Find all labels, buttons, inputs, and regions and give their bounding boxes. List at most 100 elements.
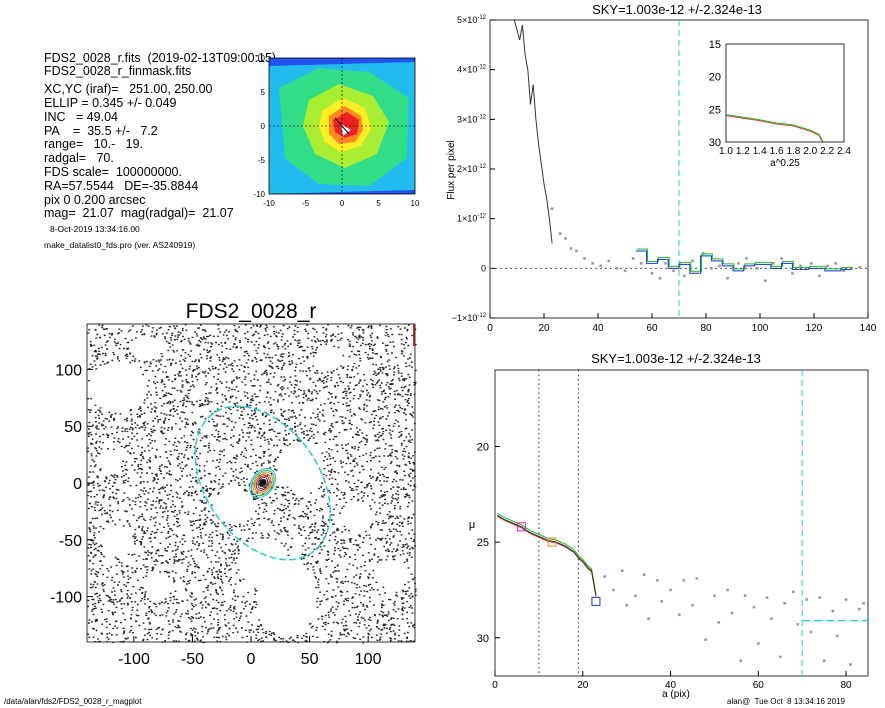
program-line: make_datalist0_fds.pro (ver. AS240919): [44, 240, 196, 250]
info-line: FDS2_0028_r.fits (2019-02-13T09:00:15): [44, 50, 277, 65]
image-xtick-label: -50: [181, 651, 204, 668]
flux-point: [631, 257, 635, 260]
flux-point: [710, 267, 713, 270]
flux-point: [591, 262, 594, 265]
mu-profile-line: [496, 514, 597, 596]
flux-point: [672, 269, 675, 273]
contour-ytick-label: 10: [256, 54, 265, 63]
flux-point: [780, 257, 783, 260]
info-line: mag= 21.07 mag(radgal)= 21.07: [44, 206, 234, 221]
flux-xtick-label: 20: [538, 323, 550, 334]
mu-profile-red: [496, 516, 597, 597]
image-xtick-label: 100: [355, 651, 382, 668]
footer-path: /data/alan/fds2/FDS2_0028_r_magplot: [4, 697, 142, 706]
mu-point: [752, 605, 756, 609]
mu-frame: [494, 369, 869, 677]
flux-point: [683, 274, 686, 278]
mu-point: [818, 596, 822, 599]
galaxy-isophote: [257, 477, 269, 489]
galaxy-isophote: [249, 467, 277, 499]
flux-point: [658, 276, 662, 280]
flux-xtick-label: 60: [646, 323, 658, 334]
flux-point: [726, 276, 729, 280]
mu-point: [862, 602, 865, 605]
inset-xtick-label: 2.4: [837, 146, 851, 157]
mu-title: SKY=1.003e-12 +/-2.324e-13: [591, 351, 761, 366]
date-line: 8-Oct-2019 13:34:16.00: [50, 224, 140, 234]
mu-marker-box: [591, 596, 601, 606]
info-line: ELLIP = 0.345 +/- 0.049: [44, 95, 177, 110]
galaxy-isophote: [250, 469, 275, 497]
mu-xtick-label: 40: [665, 680, 677, 691]
mu-point: [713, 594, 716, 597]
info-line: RA=57.5544 DE=-35.8844: [44, 178, 199, 193]
mu-marker-box: [547, 537, 557, 547]
inset-xlabel: a^0.25: [770, 158, 800, 169]
flux-point: [834, 262, 837, 265]
mu-point: [625, 603, 628, 607]
contour-xtick-label: 5: [376, 199, 381, 208]
contour-frame: [268, 57, 416, 195]
contour-ytick-label: 0: [261, 122, 266, 131]
flux-ytick-label: 2×10-12: [457, 164, 487, 174]
flux-point: [764, 279, 767, 283]
contour-level-red: [333, 112, 359, 138]
contour-ytick-label: 5: [261, 88, 266, 97]
image-xtick-label: 0: [247, 651, 256, 668]
contour-ytick-label: -5: [258, 156, 266, 165]
image-ytick-label: 0: [73, 476, 82, 493]
mu-point: [844, 598, 848, 601]
contour-pa-line: [334, 117, 350, 135]
flux-point: [791, 272, 794, 275]
flux-point: [569, 247, 573, 250]
info-line: range= 10.- 19.: [44, 137, 144, 152]
mu-point: [695, 577, 699, 580]
mu-point: [660, 600, 664, 603]
galaxy-isophote: [254, 473, 272, 493]
contour-xtick-label: 0: [340, 199, 345, 208]
mu-point: [765, 596, 769, 599]
mu-point: [743, 594, 747, 597]
mu-point: [612, 588, 615, 592]
contour-xtick-label: -10: [263, 199, 275, 208]
flux-point: [737, 262, 740, 265]
contour-xtick-label: -5: [302, 199, 310, 208]
mu-point: [642, 573, 646, 576]
inset-frame: [725, 43, 845, 143]
mu-point: [678, 613, 681, 617]
mu-ytick-label: 30: [477, 633, 489, 645]
flux-point: [575, 249, 578, 253]
inset-ytick-label: 15: [709, 39, 721, 51]
image-title: FDS2_0028_r: [186, 300, 317, 323]
flux-xtick-label: 40: [592, 323, 604, 334]
mu-point: [756, 642, 760, 645]
galaxy-isophote: [255, 475, 270, 491]
inset-xtick-label: 1.0: [719, 146, 733, 157]
image-ytick-label: 100: [55, 362, 82, 379]
mu-point: [778, 655, 782, 659]
mu-ytick-label: 25: [477, 537, 489, 549]
flux-ytick-label: 3×10-12: [457, 114, 487, 124]
contour-ytick-label: -10: [253, 190, 265, 199]
info-line: radgal= 70.: [44, 151, 114, 166]
mu-point: [647, 617, 650, 620]
mu-point: [704, 638, 707, 641]
mu-point: [822, 659, 826, 662]
flux-point: [810, 262, 813, 265]
info-line: FDS2_0028_r_finmask.fits: [44, 64, 192, 79]
flux-point: [858, 266, 862, 269]
galaxy-isophote: [252, 471, 273, 495]
inset-ytick-label: 30: [709, 137, 721, 149]
flux-point: [583, 257, 586, 260]
mu-xlabel: a (pix): [662, 689, 690, 700]
flux-point: [745, 257, 748, 260]
flux-ylabel: Flux per pixel: [446, 140, 457, 199]
mu-point: [730, 611, 734, 615]
flux-ytick-label: 4×10-12: [457, 65, 487, 75]
inset-ytick-label: 20: [709, 72, 721, 84]
galaxy-isophote: [258, 478, 267, 488]
mu-xtick-label: 80: [840, 680, 852, 691]
inset-xtick-label: 2.2: [820, 146, 834, 157]
mu-point: [634, 594, 637, 597]
mu-point: [796, 623, 800, 626]
